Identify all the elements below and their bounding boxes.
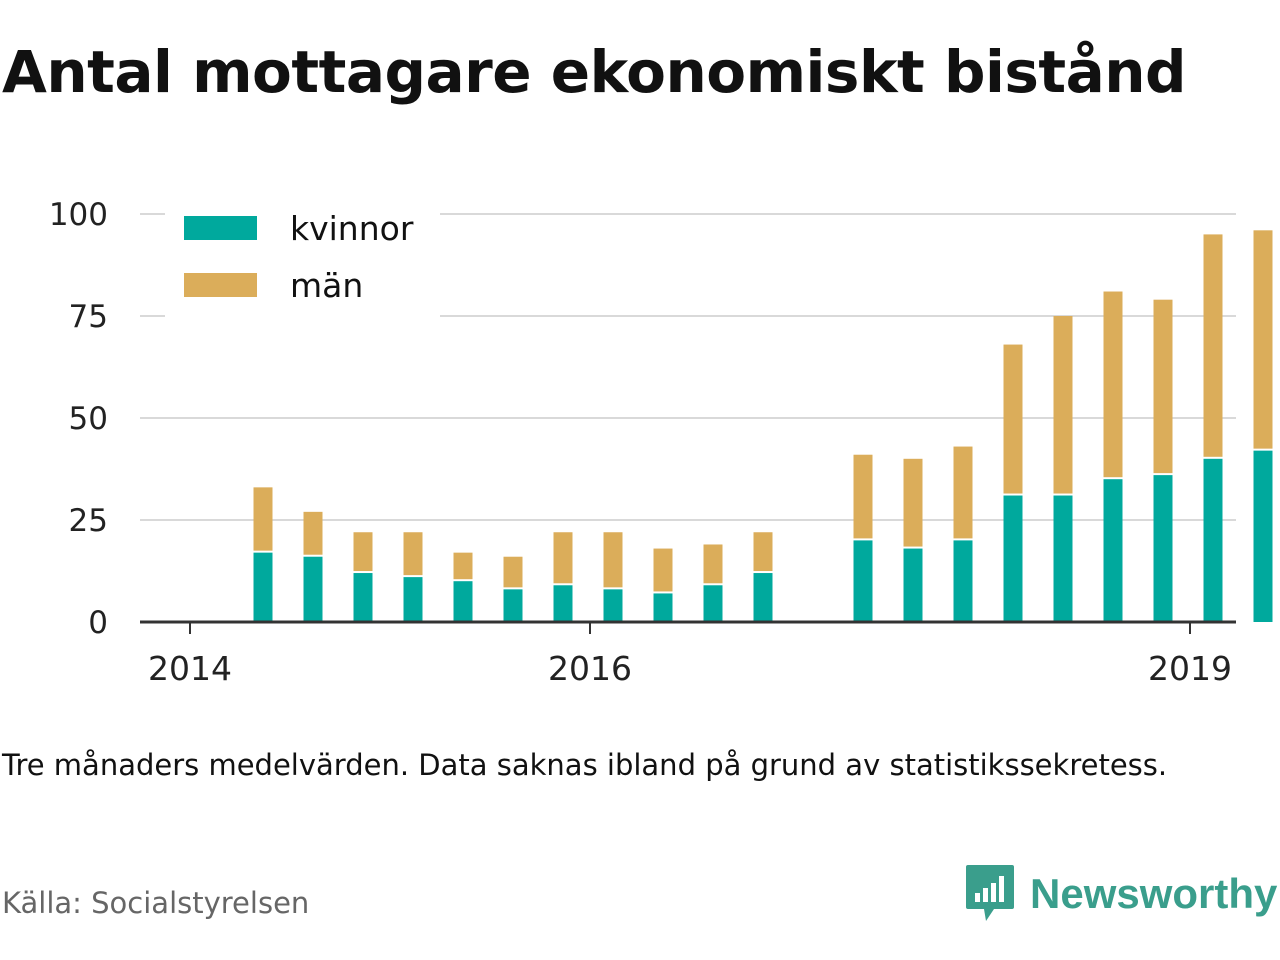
x-tick-label: 2019 <box>1148 649 1232 688</box>
bar-kvinnor <box>853 540 873 622</box>
bar-kvinnor <box>403 577 423 622</box>
bar-kvinnor <box>953 540 973 622</box>
bar-kvinnor <box>1053 495 1073 622</box>
brand-logo: Newsworthy <box>964 862 1277 926</box>
newsworthy-logo-icon <box>966 865 1014 921</box>
bar-man <box>703 544 723 584</box>
y-tick-label: 0 <box>88 605 108 641</box>
source-text: Källa: Socialstyrelsen <box>2 886 310 920</box>
y-tick-label: 25 <box>69 503 108 539</box>
bar-kvinnor <box>353 573 373 622</box>
bar-man <box>1053 316 1073 494</box>
x-tick-label: 2014 <box>148 649 232 688</box>
legend-swatch <box>184 273 257 297</box>
bar-man <box>503 556 523 588</box>
bar-kvinnor <box>553 585 573 622</box>
bar-kvinnor <box>253 552 273 622</box>
bar-kvinnor <box>903 548 923 622</box>
legend-swatch <box>184 216 257 240</box>
bar-kvinnor <box>503 589 523 622</box>
bar-man <box>753 532 773 572</box>
bar-man <box>1103 291 1123 478</box>
bar-man <box>553 532 573 584</box>
bar-man <box>353 532 373 572</box>
y-tick-label: 75 <box>69 299 108 335</box>
page-title: Antal mottagare ekonomiskt bistånd <box>2 38 1187 106</box>
bar-man <box>903 458 923 547</box>
bar-kvinnor <box>703 585 723 622</box>
bar-man <box>1153 299 1173 474</box>
x-tick-label: 2016 <box>548 649 632 688</box>
bar-man <box>853 454 873 539</box>
y-tick-label: 100 <box>49 197 108 233</box>
bar-kvinnor <box>1253 450 1273 622</box>
bar-man <box>453 552 473 580</box>
bar-man <box>303 511 323 555</box>
bar-kvinnor <box>303 556 323 622</box>
brand-name: Newsworthy <box>1030 870 1278 917</box>
y-tick-label: 50 <box>69 401 108 437</box>
chart-container: 0255075100kvinnormän20142016201920212023 <box>0 180 1280 720</box>
stacked-bar-chart: 0255075100kvinnormän20142016201920212023 <box>49 197 1273 688</box>
chart-note: Tre månaders medelvärden. Data saknas ib… <box>2 748 1168 782</box>
bar-kvinnor <box>653 593 673 622</box>
bar-man <box>1003 344 1023 494</box>
bar-kvinnor <box>753 573 773 622</box>
bar-kvinnor <box>1103 479 1123 622</box>
bar-man <box>653 548 673 592</box>
bar-man <box>403 532 423 576</box>
bar-kvinnor <box>453 581 473 622</box>
bar-man <box>1203 234 1223 457</box>
bar-kvinnor <box>1003 495 1023 622</box>
bar-man <box>603 532 623 588</box>
bar-kvinnor <box>1203 458 1223 622</box>
legend-label: män <box>290 266 363 305</box>
legend-label: kvinnor <box>290 209 414 248</box>
bar-kvinnor <box>603 589 623 622</box>
bar-kvinnor <box>1153 475 1173 622</box>
bar-man <box>953 446 973 539</box>
bar-man <box>253 487 273 551</box>
bar-man <box>1253 230 1273 449</box>
